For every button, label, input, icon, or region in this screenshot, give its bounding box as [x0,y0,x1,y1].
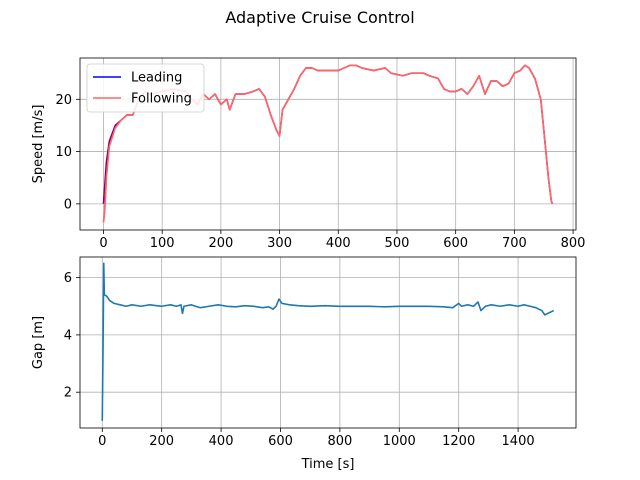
x-tick-label: 500 [385,236,410,251]
y-axis-label: Gap [m] [31,316,46,369]
x-tick-label: 300 [267,236,292,251]
figure-title: Adaptive Cruise Control [225,8,414,27]
x-tick-label: 1200 [442,434,475,449]
x-tick-label: 800 [561,236,586,251]
y-tick-label: 0 [64,197,72,212]
x-tick-label: 200 [208,236,233,251]
series-group [101,262,555,421]
x-axis-label: Time [s] [301,457,355,472]
x-tick-label: 100 [150,236,175,251]
x-tick-label: 600 [443,236,468,251]
x-tick-label: 700 [502,236,527,251]
series-line-following-start [102,177,108,223]
plot-1: 0 100 200 300 400 500 600 700 800 0 10 20 Speed [m/s… [31,57,586,251]
x-tick-label: 400 [209,434,234,449]
legend-box [86,63,205,113]
y-tick-label: 20 [55,93,72,108]
x-tick-label: 400 [326,236,351,251]
x-tick-label: 1000 [383,434,416,449]
axes-frame [79,57,577,231]
x-tick-label: 0 [98,434,106,449]
series-line-gap [101,262,555,421]
y-tick-label: 2 [64,386,72,401]
y-tick-label: 10 [55,145,72,160]
legend: Leading Following [86,63,205,113]
axes-frame [79,256,577,429]
y-axis-label: Speed [m/s] [31,105,46,184]
y-tick-label: 6 [64,271,72,286]
legend-label-leading: Leading [131,71,182,86]
x-tick-label: 600 [268,434,293,449]
legend-label-following: Following [131,92,192,107]
plot-2: 0 200 400 600 800 1000 1200 1400 2 4 6 Gap [m] Time … [31,256,577,472]
x-tick-label: 800 [327,434,352,449]
x-tick-label: 0 [99,236,107,251]
x-tick-label: 200 [149,434,174,449]
x-tick-label: 1400 [502,434,535,449]
y-tick-label: 4 [64,328,72,343]
